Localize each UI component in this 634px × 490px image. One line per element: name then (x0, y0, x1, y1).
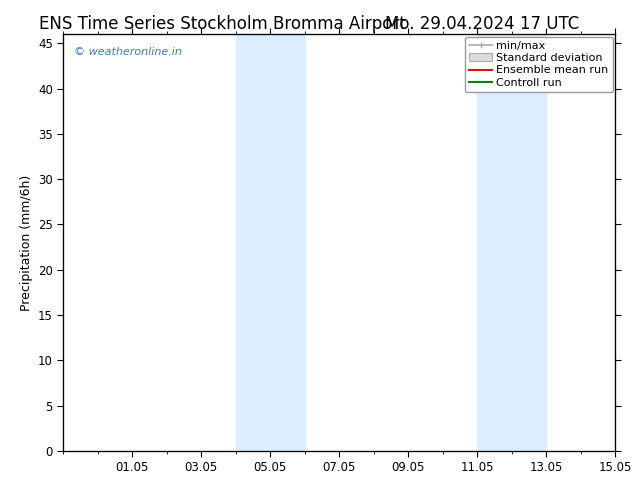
Bar (477, 34, 546, 451)
Y-axis label: Precipitation (mm/6h): Precipitation (mm/6h) (20, 174, 32, 311)
Bar (236, 34, 305, 451)
Text: © weatheronline.in: © weatheronline.in (74, 47, 183, 57)
Legend: min/max, Standard deviation, Ensemble mean run, Controll run: min/max, Standard deviation, Ensemble me… (465, 37, 612, 92)
Text: Mo. 29.04.2024 17 UTC: Mo. 29.04.2024 17 UTC (385, 15, 579, 33)
Text: ENS Time Series Stockholm Bromma Airport: ENS Time Series Stockholm Bromma Airport (39, 15, 405, 33)
